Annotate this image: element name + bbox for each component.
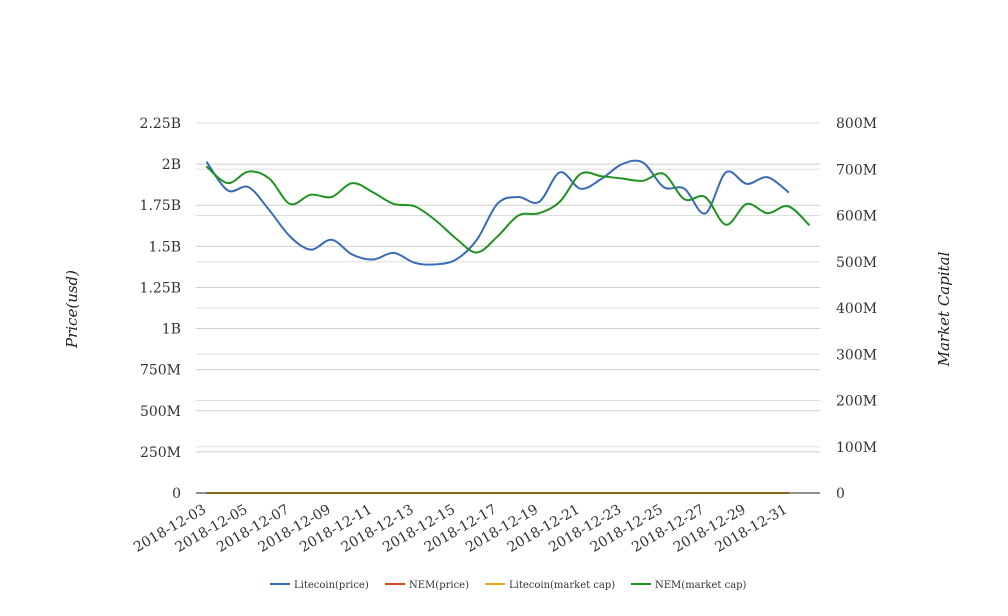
left-tick-label: 250M <box>140 445 181 461</box>
legend: Litecoin(price) NEM(price) Litecoin(market… <box>270 580 747 591</box>
legend-label: Litecoin(price) <box>294 580 369 591</box>
left-tick-label: 1.5B <box>148 239 181 255</box>
right-tick-label: 600M <box>836 209 877 225</box>
left-tick-label: 1.25B <box>140 280 181 296</box>
right-tick-label: 400M <box>836 301 877 317</box>
right-tick-label: 200M <box>836 394 877 410</box>
left-tick-label: 2.25B <box>140 116 181 132</box>
right-axis-title: Market Capital <box>935 251 953 367</box>
left-tick-label: 1.75B <box>140 198 181 214</box>
series-lines <box>206 159 810 495</box>
legend-label: NEM(price) <box>409 580 469 591</box>
left-tick-label: 500M <box>140 404 181 420</box>
right-tick-label: 100M <box>836 440 877 456</box>
series-line-litecoin-price <box>206 159 790 266</box>
right-tick-label: 500M <box>836 255 877 271</box>
legend-label: NEM(market cap) <box>655 580 747 591</box>
grid-lines <box>196 122 820 453</box>
series-line-nem-market-cap <box>206 165 810 254</box>
legend-label: Litecoin(market cap) <box>509 580 615 591</box>
left-tick-label: 1B <box>162 322 181 338</box>
axes: 0 250M 500M 750M 1B 1.25B 1.5B 1.75B 2B 2.25B 0 100… <box>131 116 877 556</box>
right-tick-label: 700M <box>836 162 877 178</box>
right-tick-label: 800M <box>836 116 877 132</box>
left-tick-label: 750M <box>140 363 181 379</box>
left-axis-title: Price(usd) <box>63 270 81 349</box>
left-tick-label: 2B <box>162 157 181 173</box>
left-tick-label: 0 <box>172 486 181 502</box>
right-tick-label: 0 <box>836 486 845 502</box>
right-tick-label: 300M <box>836 347 877 363</box>
